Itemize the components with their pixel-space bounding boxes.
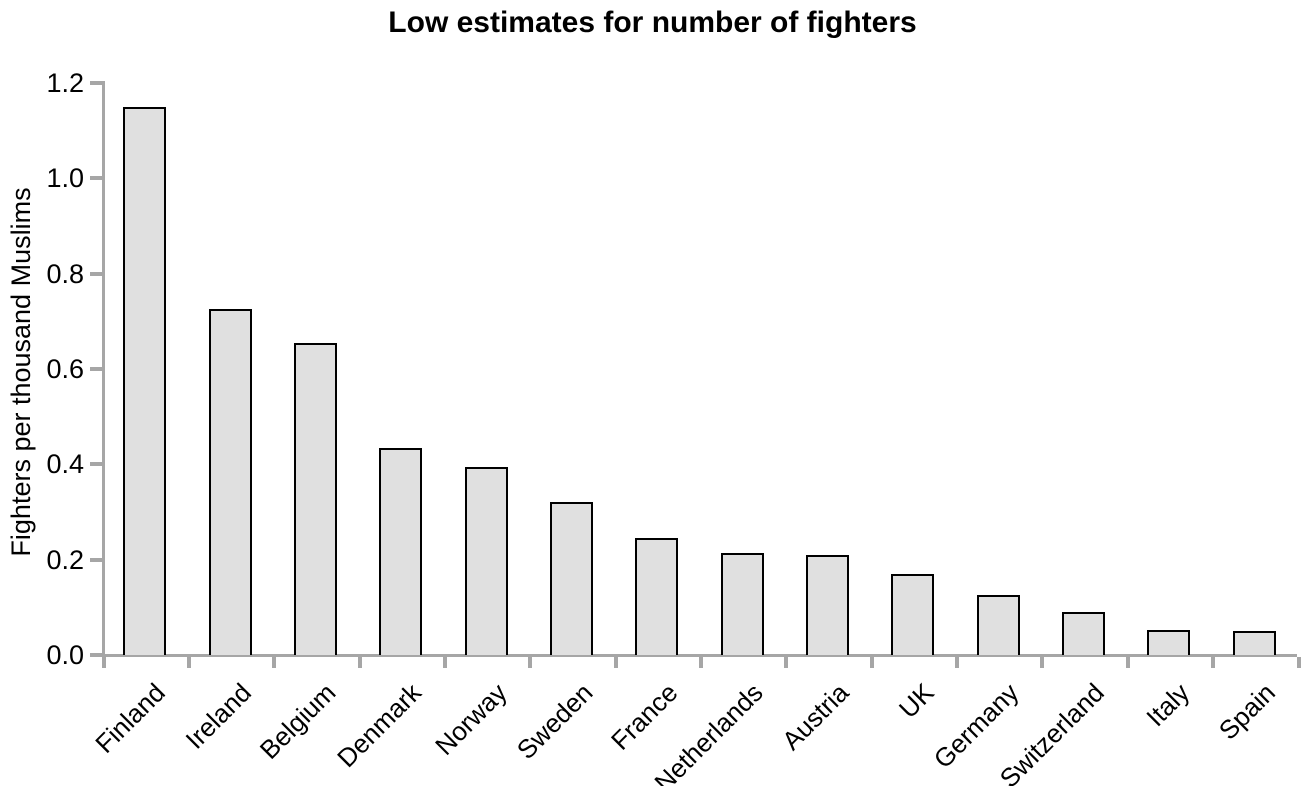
x-tick xyxy=(102,657,106,668)
y-tick xyxy=(90,272,105,276)
y-tick xyxy=(90,462,105,466)
bar-finland xyxy=(123,107,166,655)
bar-belgium xyxy=(294,343,337,655)
x-tick xyxy=(187,657,191,668)
bar-france xyxy=(635,538,678,655)
bar-sweden xyxy=(550,502,593,655)
y-tick-label: 1.0 xyxy=(46,163,84,193)
x-tick xyxy=(1040,657,1044,668)
x-tick xyxy=(955,657,959,668)
x-tick xyxy=(1126,657,1130,668)
y-tick xyxy=(90,81,105,85)
x-tick xyxy=(784,657,788,668)
x-label-finland: Finland xyxy=(89,677,172,759)
x-label-ireland: Ireland xyxy=(179,677,257,755)
x-tick xyxy=(614,657,618,668)
bar-switzerland xyxy=(1062,612,1105,655)
bar-uk xyxy=(891,574,934,655)
y-tick xyxy=(90,176,105,180)
x-label-denmark: Denmark xyxy=(331,677,428,774)
x-label-italy: Italy xyxy=(1140,677,1196,733)
bar-denmark xyxy=(379,448,422,655)
x-tick xyxy=(272,657,276,668)
x-axis-line xyxy=(102,654,1297,657)
y-tick xyxy=(90,558,105,562)
y-tick-label: 0.0 xyxy=(46,640,84,670)
bar-spain xyxy=(1233,631,1276,655)
bar-austria xyxy=(806,555,849,655)
x-label-austria: Austria xyxy=(775,677,855,756)
bar-norway xyxy=(465,467,508,655)
bar-netherlands xyxy=(721,553,764,655)
x-tick xyxy=(1297,657,1301,668)
y-tick-label: 1.2 xyxy=(46,68,84,98)
y-tick xyxy=(90,367,105,371)
y-tick-label: 0.6 xyxy=(46,354,84,384)
x-tick xyxy=(443,657,447,668)
x-tick xyxy=(870,657,874,668)
x-label-belgium: Belgium xyxy=(254,677,342,765)
y-tick-label: 0.8 xyxy=(46,259,84,289)
bar-italy xyxy=(1147,630,1190,655)
x-label-norway: Norway xyxy=(429,677,513,761)
bar-ireland xyxy=(209,309,252,655)
x-tick xyxy=(358,657,362,668)
x-tick xyxy=(1211,657,1215,668)
x-tick xyxy=(528,657,532,668)
chart-title: Low estimates for number of fighters xyxy=(388,6,917,39)
x-tick xyxy=(699,657,703,668)
y-tick-label: 0.2 xyxy=(46,545,84,575)
y-tick-label: 0.4 xyxy=(46,449,84,479)
x-label-france: France xyxy=(604,677,684,756)
x-label-uk: UK xyxy=(892,677,940,725)
x-label-spain: Spain xyxy=(1212,677,1281,746)
y-tick xyxy=(90,653,105,657)
bar-germany xyxy=(977,595,1020,655)
x-label-sweden: Sweden xyxy=(510,677,598,765)
